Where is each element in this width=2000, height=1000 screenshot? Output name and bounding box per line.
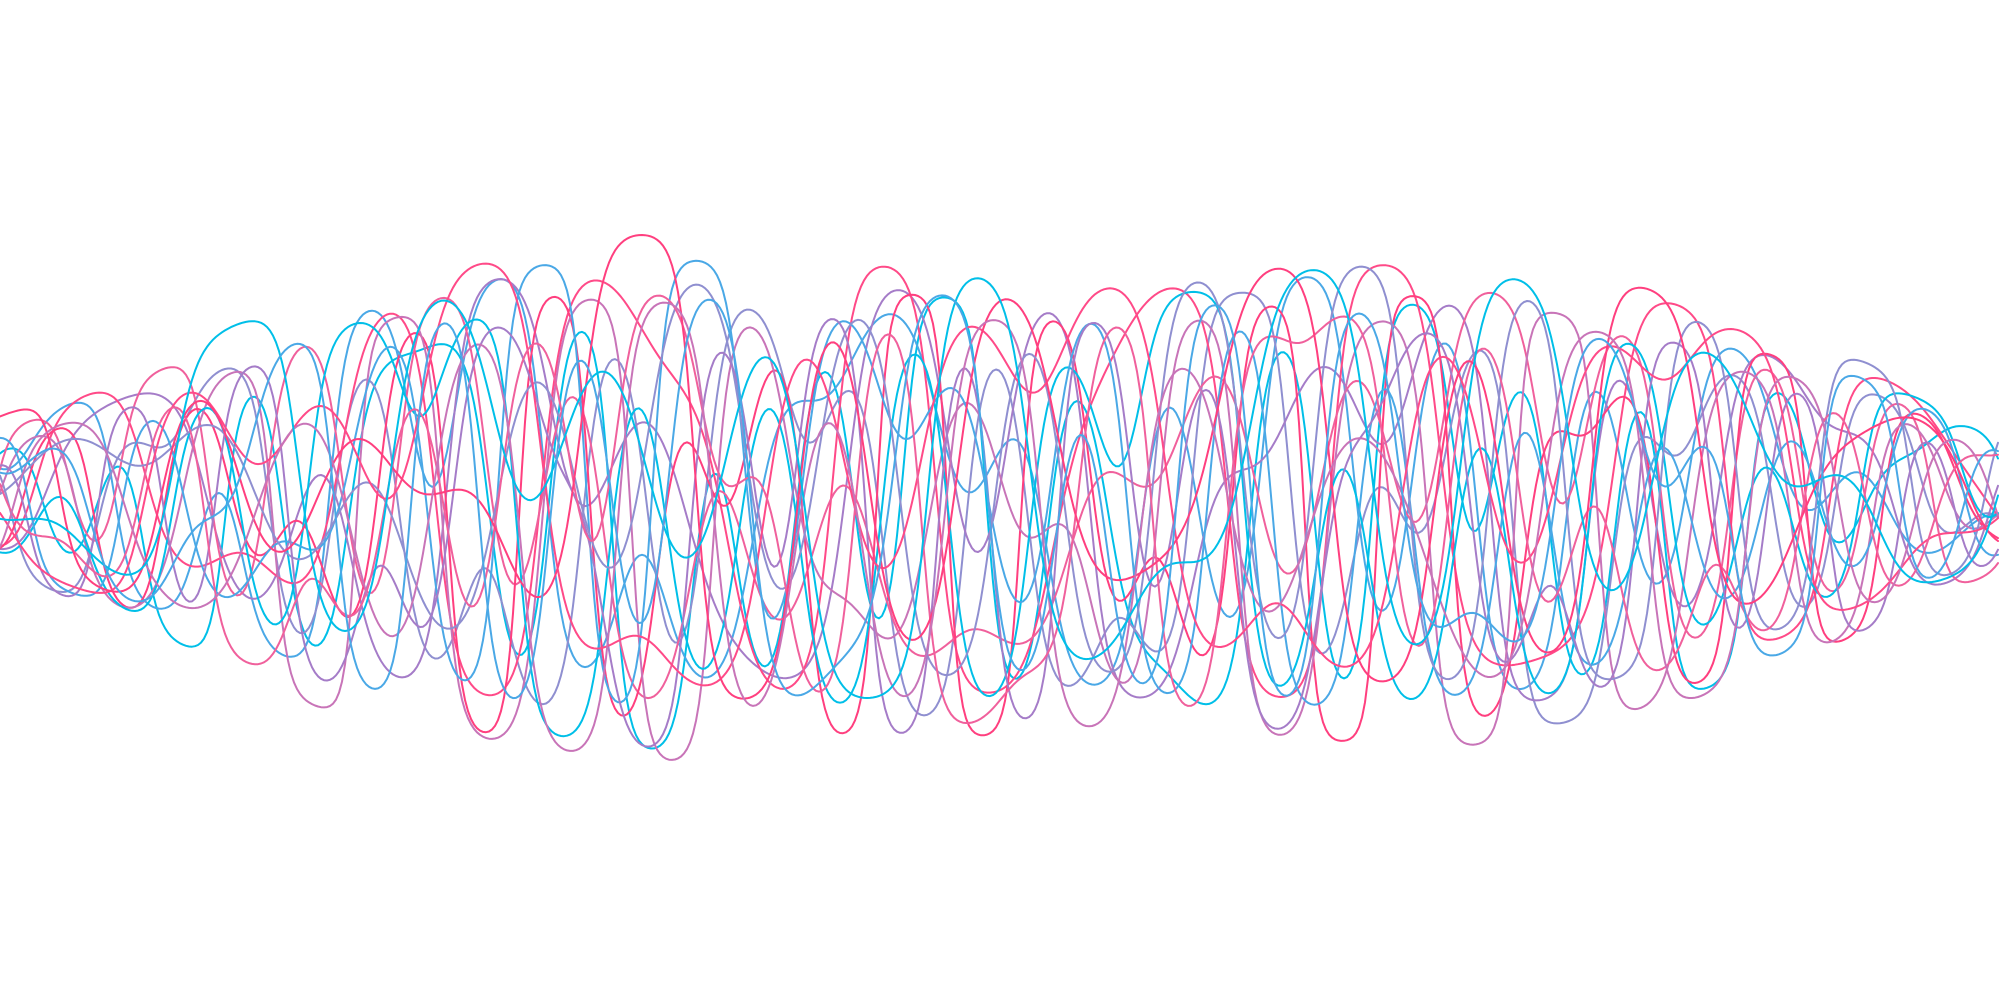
wave-line (0, 276, 1999, 690)
wave-line (0, 293, 1999, 742)
wave-group (0, 234, 1999, 761)
wave-line (0, 291, 1999, 725)
wave-line (0, 291, 1999, 700)
wave-line (0, 294, 1999, 700)
wave-line (0, 294, 1999, 724)
wave-line (0, 301, 1999, 752)
wave-line (0, 318, 1999, 748)
wave-line (0, 262, 1999, 687)
wave-line (0, 259, 1999, 706)
wave-line (0, 269, 1999, 699)
wave-line (0, 265, 1999, 681)
wave-line (0, 296, 1999, 750)
wave-line (0, 290, 1999, 738)
